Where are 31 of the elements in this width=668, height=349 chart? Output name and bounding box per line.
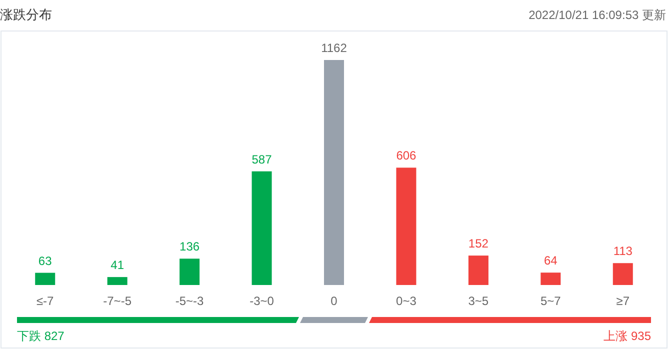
- bar: [612, 263, 633, 285]
- data-label: 113: [613, 244, 633, 258]
- bar: [35, 272, 56, 285]
- data-label: 587: [252, 152, 272, 166]
- x-tick-label: 5~7: [540, 294, 562, 308]
- chart-title: 涨跌分布: [0, 7, 52, 22]
- bar: [324, 60, 344, 285]
- data-label: 64: [544, 254, 558, 268]
- data-label: 152: [468, 236, 489, 251]
- bar: [468, 256, 488, 285]
- bar: [252, 171, 272, 285]
- text: 上涨 935: [604, 329, 652, 343]
- x-tick-label: ≤-7: [36, 294, 54, 308]
- data-label: 63: [38, 254, 52, 268]
- x-tick-label: 0: [330, 294, 338, 308]
- x-tick-label: ≥7: [616, 294, 630, 308]
- x-tick-label: -3~0: [250, 294, 274, 308]
- bar: [180, 258, 200, 285]
- data-label: 1162: [321, 41, 348, 55]
- data-label: 41: [110, 258, 124, 272]
- bar: [107, 277, 128, 285]
- x-tick-label: 3~5: [468, 294, 489, 308]
- data-label: 606: [396, 148, 417, 163]
- x-tick-label: -5~-3: [175, 294, 204, 308]
- data-label: 136: [180, 240, 200, 254]
- text: 2022/10/21 16:09:53 更新: [528, 8, 666, 22]
- text: 下跌 827: [17, 329, 65, 343]
- bar: [540, 272, 561, 285]
- x-tick-label: 0~3: [396, 294, 417, 308]
- bar: [396, 168, 416, 285]
- x-tick-label: -7~-5: [103, 294, 132, 308]
